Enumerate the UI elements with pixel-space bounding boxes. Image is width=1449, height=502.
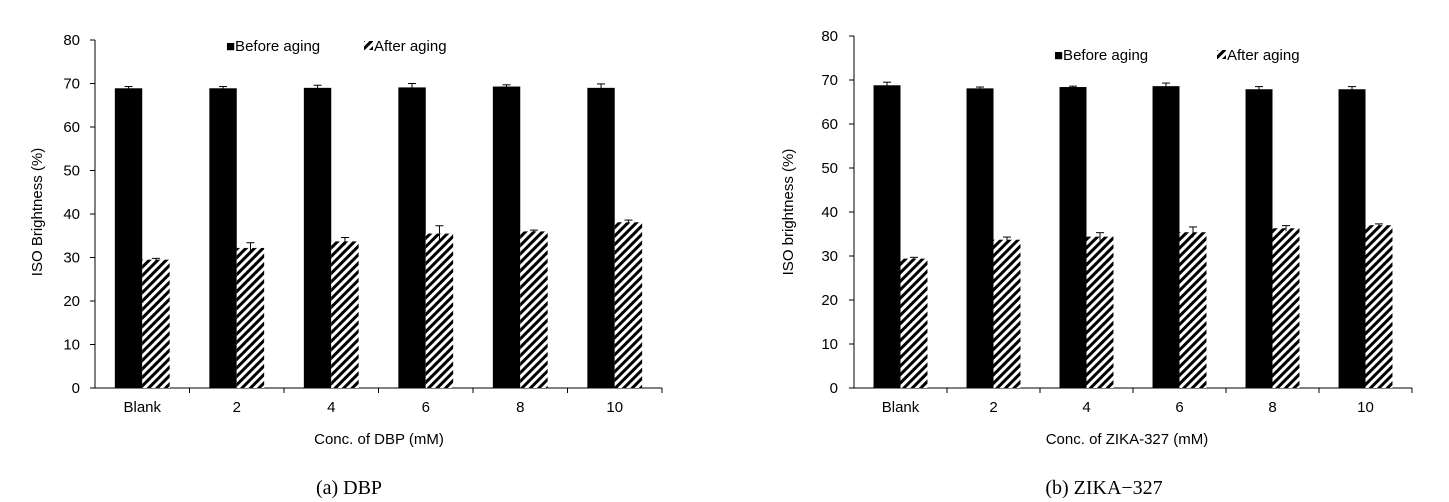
chart-zika-x-tick-label: 6 [1175, 399, 1183, 416]
chart-zika-bar-after-10 [1365, 225, 1393, 388]
chart-dbp-y-tick-label: 10 [63, 337, 80, 354]
chart-zika-caption: (b) ZIKA−327 [1045, 477, 1162, 499]
chart-zika-bar-after-blank [900, 258, 928, 388]
chart-zika-bar-before-blank [873, 85, 901, 388]
chart-zika-y-tick-label: 70 [821, 72, 838, 89]
chart-dbp-y-tick-label: 40 [63, 206, 80, 223]
chart-zika-bar-before-8 [1245, 89, 1273, 389]
chart-dbp-bar-after-blank [142, 259, 170, 388]
chart-zika-x-tick-label: 8 [1268, 399, 1276, 416]
chart-dbp-bar-before-8 [492, 86, 521, 389]
chart-zika-x-tick-label: 4 [1082, 399, 1090, 416]
chart-dbp-bar-after-6 [425, 233, 454, 388]
chart-zika-y-tick-label: 80 [821, 28, 838, 45]
chart-zika-bar-before-10 [1338, 89, 1366, 389]
chart-dbp-bar-before-10 [587, 87, 615, 388]
chart-zika-x-tick-label: Blank [882, 399, 920, 416]
chart-dbp-bar-before-2 [209, 88, 237, 388]
chart-dbp-bar-after-8 [520, 231, 548, 388]
chart-zika-bar-after-8 [1272, 228, 1300, 388]
chart-dbp-bar-before-blank [114, 88, 143, 388]
chart-zika-legend: ■Before aging After aging [1054, 47, 1300, 64]
chart-dbp-x-tick-label: 2 [233, 399, 241, 416]
chart-zika-y-tick-label: 0 [830, 380, 838, 397]
chart-zika-y-tick-label: 30 [821, 248, 838, 265]
chart-zika-y-tick-label: 20 [821, 292, 838, 309]
chart-dbp-y-tick-label: 0 [72, 380, 80, 397]
chart-dbp-x-tick-label: 10 [606, 399, 623, 416]
chart-dbp-bar-after-2 [236, 247, 265, 388]
chart-dbp-bar-before-4 [303, 87, 332, 388]
chart-dbp-y-tick-label: 80 [63, 32, 80, 49]
chart-zika-ylabel: ISO brightness (%) [780, 149, 797, 276]
chart-zika-y-tick-label: 40 [821, 204, 838, 221]
chart-dbp-y-tick-label: 70 [63, 76, 80, 93]
chart-zika-bar-before-4 [1059, 87, 1087, 388]
chart-dbp-caption: (a) DBP [316, 477, 382, 499]
chart-zika-bar-before-2 [966, 88, 994, 389]
chart-zika-xlabel: Conc. of ZIKA-327 (mM) [1046, 431, 1209, 448]
chart-dbp-x-tick-label: 8 [516, 399, 524, 416]
chart-zika-x-tick-label: 10 [1357, 399, 1374, 416]
legend-before-aging-label: ■Before aging [1054, 47, 1148, 64]
chart-zika-bar-after-6 [1179, 232, 1207, 388]
chart-zika-bar-after-2 [993, 239, 1021, 388]
chart-dbp-ylabel: ISO Brightness (%) [29, 148, 46, 276]
chart-zika-x-tick-label: 2 [989, 399, 997, 416]
chart-zika-y-tick-label: 50 [821, 160, 838, 177]
chart-dbp-x-tick-label: 6 [422, 399, 430, 416]
chart-dbp: ISO Brightness (%) Conc. of DBP (mM) (a)… [29, 32, 663, 499]
chart-dbp-y-tick-label: 30 [63, 250, 80, 267]
legend-after-aging-swatch [364, 41, 373, 50]
legend-after-aging-label: After aging [1227, 47, 1300, 64]
chart-zika-y-tick-label: 10 [821, 336, 838, 353]
chart-zika: ISO brightness (%) Conc. of ZIKA-327 (mM… [780, 28, 1413, 499]
chart-dbp-xlabel: Conc. of DBP (mM) [314, 431, 444, 448]
chart-dbp-bar-before-6 [398, 87, 426, 388]
chart-dbp-y-tick-label: 60 [63, 119, 80, 136]
chart-dbp-y-tick-label: 50 [63, 163, 80, 180]
chart-dbp-y-tick-label: 20 [63, 293, 80, 310]
legend-before-aging-label: ■Before aging [226, 38, 320, 55]
chart-dbp-x-tick-label: Blank [123, 399, 161, 416]
chart-zika-bar-before-6 [1152, 86, 1180, 388]
chart-zika-bar-after-4 [1086, 236, 1114, 388]
chart-dbp-bar-after-4 [331, 241, 359, 388]
chart-zika-y-tick-label: 60 [821, 116, 838, 133]
chart-dbp-x-tick-label: 4 [327, 399, 335, 416]
chart-dbp-bar-after-10 [614, 222, 643, 388]
legend-after-aging-swatch [1217, 50, 1226, 59]
chart-dbp-legend: ■Before aging After aging [226, 38, 447, 55]
legend-after-aging-label: After aging [374, 38, 447, 55]
